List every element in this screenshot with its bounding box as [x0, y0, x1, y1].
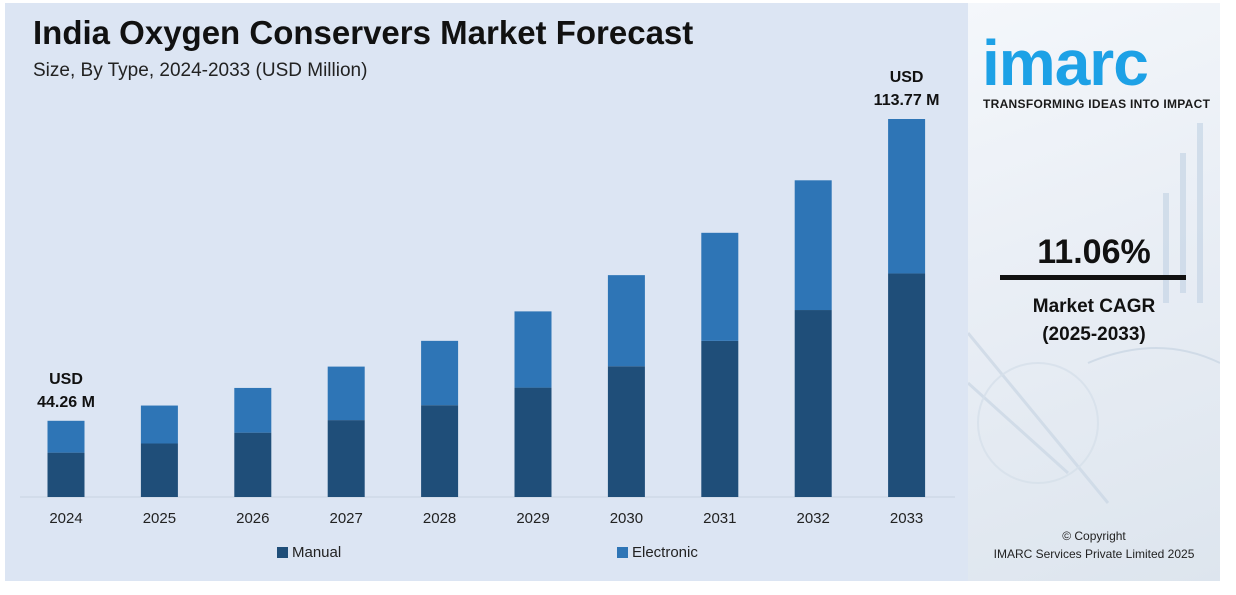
x-tick-label-2028: 2028	[423, 510, 456, 527]
x-tick-label-2027: 2027	[330, 510, 363, 527]
cagr-period: (2025-2033)	[1042, 324, 1146, 345]
cagr-divider	[1000, 275, 1186, 280]
bar-electronic-2033	[888, 119, 926, 274]
bar-electronic-2032	[794, 180, 832, 311]
bar-electronic-2031	[701, 232, 739, 341]
bar-electronic-2026	[234, 387, 272, 433]
x-tick-label-2031: 2031	[703, 510, 736, 527]
data-label-value-2033: 113.77 M	[874, 92, 940, 109]
bar-manual-2027	[327, 420, 365, 497]
chart-subtitle: Size, By Type, 2024-2033 (USD Million)	[33, 60, 368, 81]
x-tick-label-2033: 2033	[890, 510, 923, 527]
x-tick-label-2029: 2029	[516, 510, 549, 527]
data-label-unit-2033: USD	[890, 69, 924, 86]
legend-item-manual: Manual	[277, 544, 341, 561]
legend-swatch-manual	[277, 547, 288, 558]
imarc-logo: imarc	[982, 27, 1149, 99]
data-label-value-2024: 44.26 M	[37, 394, 95, 411]
bar-electronic-2027	[327, 366, 365, 421]
brand-tagline: TRANSFORMING IDEAS INTO IMPACT	[983, 97, 1211, 111]
bar-manual-2025	[140, 443, 178, 497]
bar-electronic-2030	[607, 275, 645, 367]
bar-electronic-2028	[421, 340, 459, 406]
bar-manual-2029	[514, 387, 552, 497]
legend-label-manual: Manual	[292, 544, 342, 561]
bar-electronic-2025	[140, 405, 178, 444]
background-decoration	[968, 123, 1220, 504]
cagr-value: 11.06%	[1037, 233, 1151, 271]
legend-label-electronic: Electronic	[632, 544, 698, 561]
x-tick-label-2024: 2024	[49, 510, 82, 527]
cagr-label: Market CAGR	[1032, 296, 1156, 317]
bar-manual-2030	[607, 366, 645, 497]
stacked-bar-chart: 2024 2025 2026 2027 2028 2029 2030 2031 2032 2033…	[20, 69, 955, 527]
copyright-text: © Copyright	[1062, 529, 1126, 543]
bar-electronic-2024	[47, 420, 85, 453]
data-label-unit-2024: USD	[49, 371, 83, 388]
x-tick-label-2026: 2026	[236, 510, 269, 527]
legend-item-electronic: Electronic	[617, 544, 698, 561]
legend-swatch-electronic	[617, 547, 628, 558]
bar-manual-2028	[421, 405, 459, 497]
bar-manual-2031	[701, 340, 739, 497]
bar-manual-2026	[234, 432, 272, 497]
x-tick-label-2025: 2025	[143, 510, 176, 527]
sidebar-panel: imarc TRANSFORMING IDEAS INTO IMPACT 11.…	[968, 3, 1220, 581]
company-name: IMARC Services Private Limited 2025	[993, 547, 1195, 561]
bar-manual-2033	[888, 273, 926, 497]
x-tick-label-2032: 2032	[797, 510, 830, 527]
bar-manual-2024	[47, 452, 85, 497]
chart-title: India Oxygen Conservers Market Forecast	[33, 14, 694, 51]
bar-electronic-2029	[514, 311, 552, 388]
x-tick-label-2030: 2030	[610, 510, 643, 527]
bar-manual-2032	[794, 310, 832, 497]
